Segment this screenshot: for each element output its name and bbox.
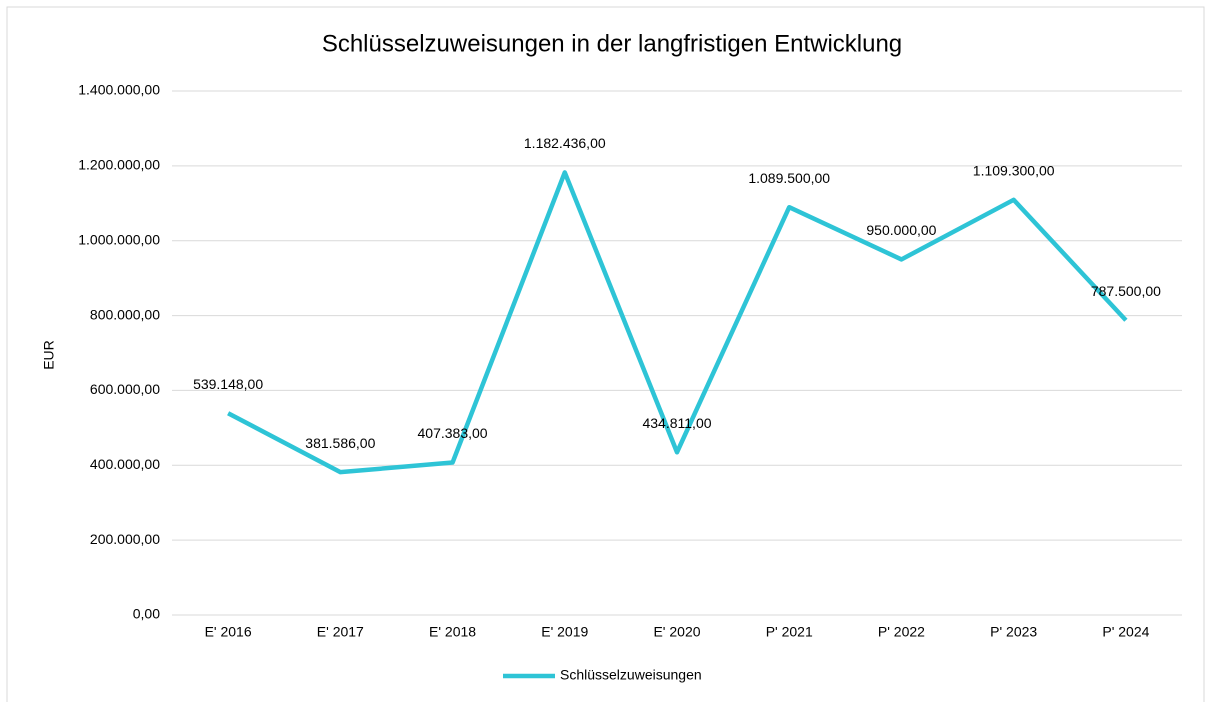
- y-axis-label: EUR: [41, 340, 57, 370]
- y-tick-label: 400.000,00: [90, 456, 160, 472]
- x-tick-label: E' 2019: [541, 624, 588, 640]
- chart-title: Schlüsselzuweisungen in der langfristige…: [322, 30, 902, 57]
- chart-border: [6, 6, 1205, 702]
- x-tick-label: P' 2023: [990, 624, 1037, 640]
- x-tick-label: E' 2016: [205, 624, 252, 640]
- x-tick-label: E' 2020: [653, 624, 700, 640]
- y-tick-label: 200.000,00: [90, 531, 160, 547]
- y-tick-label: 1.400.000,00: [78, 82, 160, 98]
- x-tick-label: P' 2024: [1102, 624, 1149, 640]
- data-label: 1.109.300,00: [973, 163, 1055, 179]
- y-tick-label: 600.000,00: [90, 381, 160, 397]
- y-tick-label: 1.000.000,00: [78, 231, 160, 247]
- data-line: [227, 170, 1128, 475]
- data-label: 787.500,00: [1091, 283, 1161, 299]
- x-tick-label: P' 2022: [878, 624, 925, 640]
- data-label: 1.182.436,00: [524, 135, 606, 151]
- data-label: 539.148,00: [193, 376, 263, 392]
- data-label: 407.383,00: [418, 425, 488, 441]
- x-tick-label: P' 2021: [766, 624, 813, 640]
- y-tick-label: 0,00: [133, 606, 160, 622]
- data-label: 950.000,00: [866, 222, 936, 238]
- data-label: 434.811,00: [642, 415, 711, 431]
- y-tick-label: 1.200.000,00: [78, 157, 160, 173]
- x-tick-label: E' 2017: [317, 624, 364, 640]
- y-tick-label: 800.000,00: [90, 306, 160, 322]
- legend-label: Schlüsselzuweisungen: [560, 667, 702, 683]
- data-label: 381.586,00: [305, 435, 375, 451]
- x-tick-label: E' 2018: [429, 624, 476, 640]
- data-label: 1.089.500,00: [748, 170, 830, 186]
